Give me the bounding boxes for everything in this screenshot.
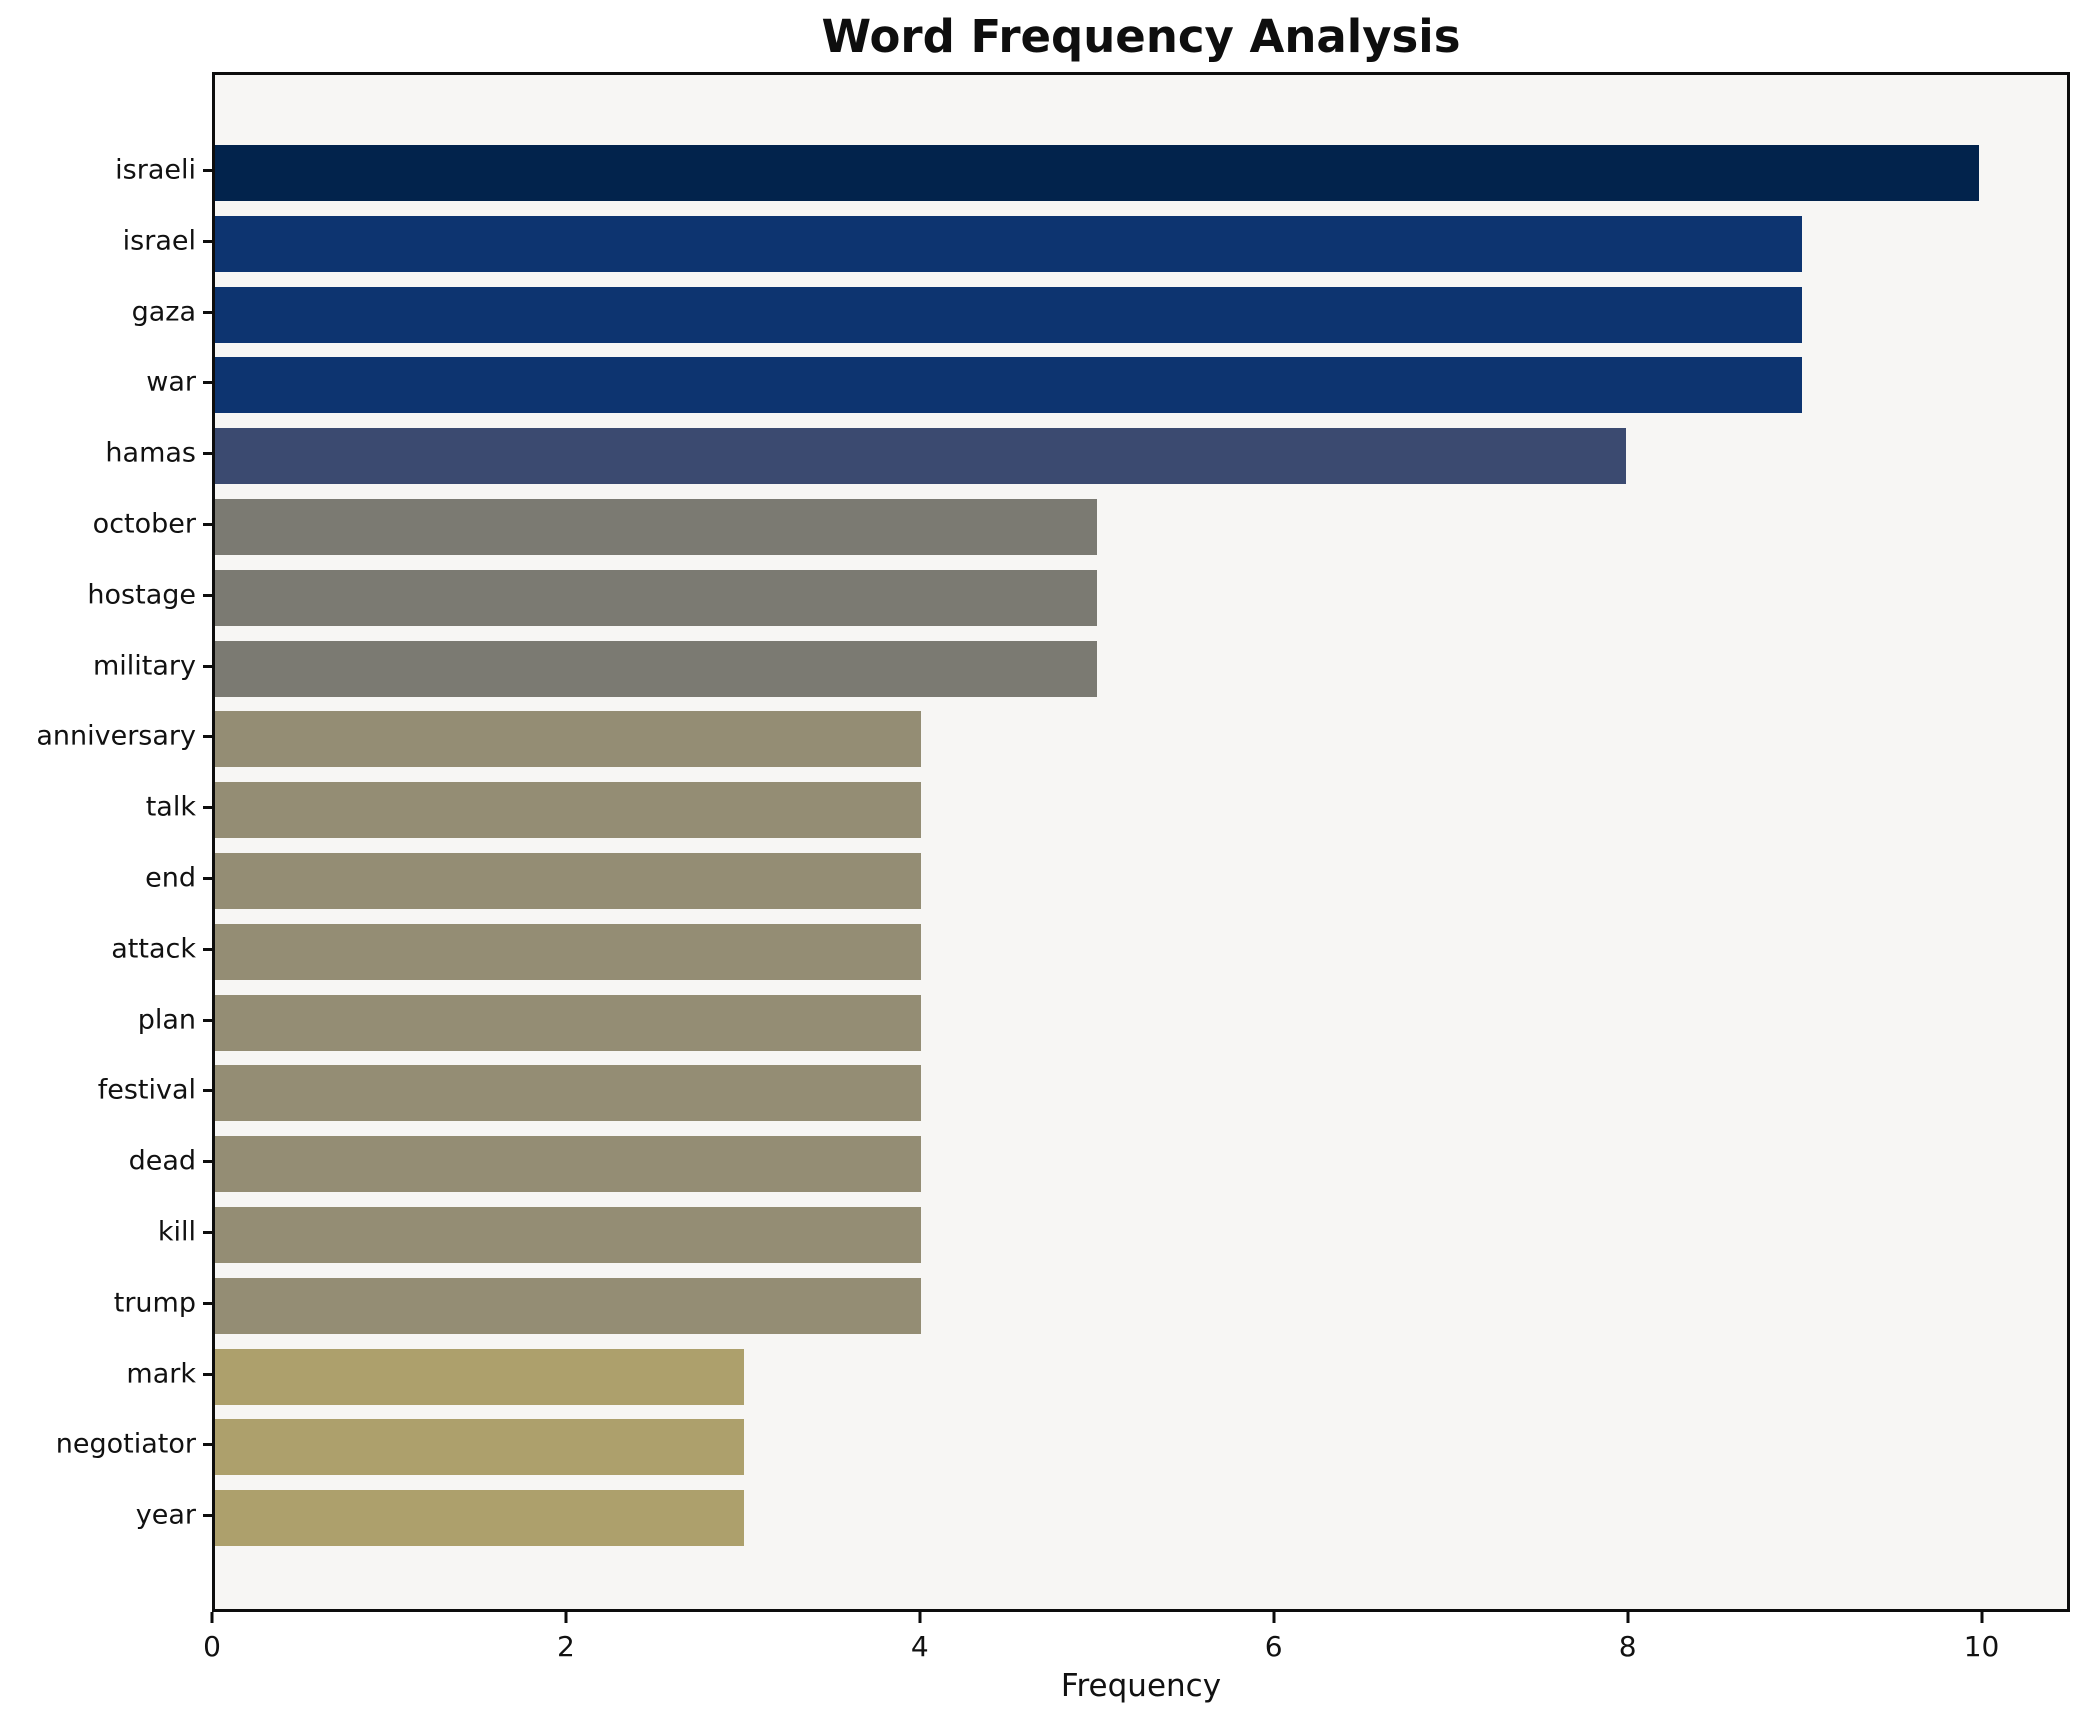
y-label-war: war (146, 366, 196, 398)
bar-war (215, 357, 1803, 414)
y-tick-dead (203, 1160, 212, 1164)
y-tick-mark (203, 1372, 212, 1376)
y-label-end: end (145, 862, 196, 894)
x-tick-label-4: 4 (910, 1630, 929, 1663)
chart-title: Word Frequency Analysis (821, 10, 1461, 63)
bar-plan (215, 994, 921, 1051)
bar-talk (215, 782, 921, 839)
x-tick-label-8: 8 (1618, 1630, 1637, 1663)
y-tick-anniversary (203, 735, 212, 739)
x-tick-10 (1980, 1612, 1984, 1623)
y-tick-israeli (203, 169, 212, 172)
y-label-year: year (135, 1499, 196, 1531)
x-axis-title: Frequency (1060, 1668, 1222, 1704)
bar-attack (215, 923, 921, 980)
y-tick-year (203, 1514, 212, 1518)
y-tick-attack (203, 947, 212, 951)
bar-kill (215, 1207, 921, 1263)
y-tick-festival (203, 1089, 212, 1093)
x-tick-2 (564, 1612, 568, 1623)
bar-israeli (215, 145, 1979, 201)
y-tick-military (203, 664, 212, 668)
bar-october (215, 499, 1097, 555)
y-tick-negotiator (203, 1443, 212, 1447)
bar-hamas (215, 428, 1627, 485)
y-label-military: military (92, 650, 196, 682)
y-tick-israel (203, 239, 212, 243)
plot-area (212, 72, 2070, 1612)
x-tick-label-0: 0 (203, 1630, 221, 1663)
y-label-mark: mark (126, 1358, 196, 1390)
y-label-hamas: hamas (105, 437, 196, 469)
bar-year (215, 1490, 745, 1547)
x-tick-0 (210, 1612, 214, 1623)
x-tick-label-10: 10 (1963, 1630, 2000, 1663)
bar-hostage (215, 569, 1097, 626)
y-tick-end (203, 877, 212, 880)
bar-end (215, 853, 921, 909)
y-label-festival: festival (97, 1074, 196, 1106)
y-tick-plan (203, 1018, 212, 1022)
bar-trump (215, 1277, 921, 1334)
y-label-plan: plan (137, 1004, 196, 1036)
bar-festival (215, 1065, 921, 1122)
bar-gaza (215, 286, 1803, 343)
x-tick-8 (1626, 1612, 1630, 1623)
y-label-israel: israel (122, 225, 196, 257)
y-tick-gaza (203, 310, 212, 314)
bar-anniversary (215, 711, 921, 768)
y-label-negotiator: negotiator (55, 1428, 196, 1460)
y-label-trump: trump (113, 1287, 196, 1319)
y-tick-war (203, 381, 212, 385)
x-tick-label-6: 6 (1264, 1630, 1283, 1663)
y-tick-october (203, 523, 212, 526)
bar-negotiator (215, 1419, 745, 1476)
y-tick-trump (203, 1301, 212, 1305)
x-tick-label-2: 2 (556, 1630, 575, 1663)
y-tick-kill (203, 1231, 212, 1234)
y-label-attack: attack (111, 933, 196, 965)
y-tick-hamas (203, 452, 212, 456)
y-label-gaza: gaza (131, 296, 196, 328)
bar-dead (215, 1136, 921, 1193)
x-tick-4 (918, 1612, 922, 1623)
bar-military (215, 640, 1097, 697)
y-label-talk: talk (145, 791, 196, 823)
y-label-hostage: hostage (87, 579, 196, 611)
x-tick-6 (1272, 1612, 1276, 1623)
y-label-october: october (92, 508, 196, 540)
y-tick-hostage (203, 593, 212, 597)
y-tick-talk (203, 806, 212, 810)
bar-mark (215, 1348, 745, 1405)
y-label-israeli: israeli (115, 154, 196, 186)
y-label-anniversary: anniversary (36, 720, 196, 752)
y-label-kill: kill (157, 1216, 196, 1248)
y-label-dead: dead (128, 1145, 196, 1177)
bar-israel (215, 215, 1803, 272)
